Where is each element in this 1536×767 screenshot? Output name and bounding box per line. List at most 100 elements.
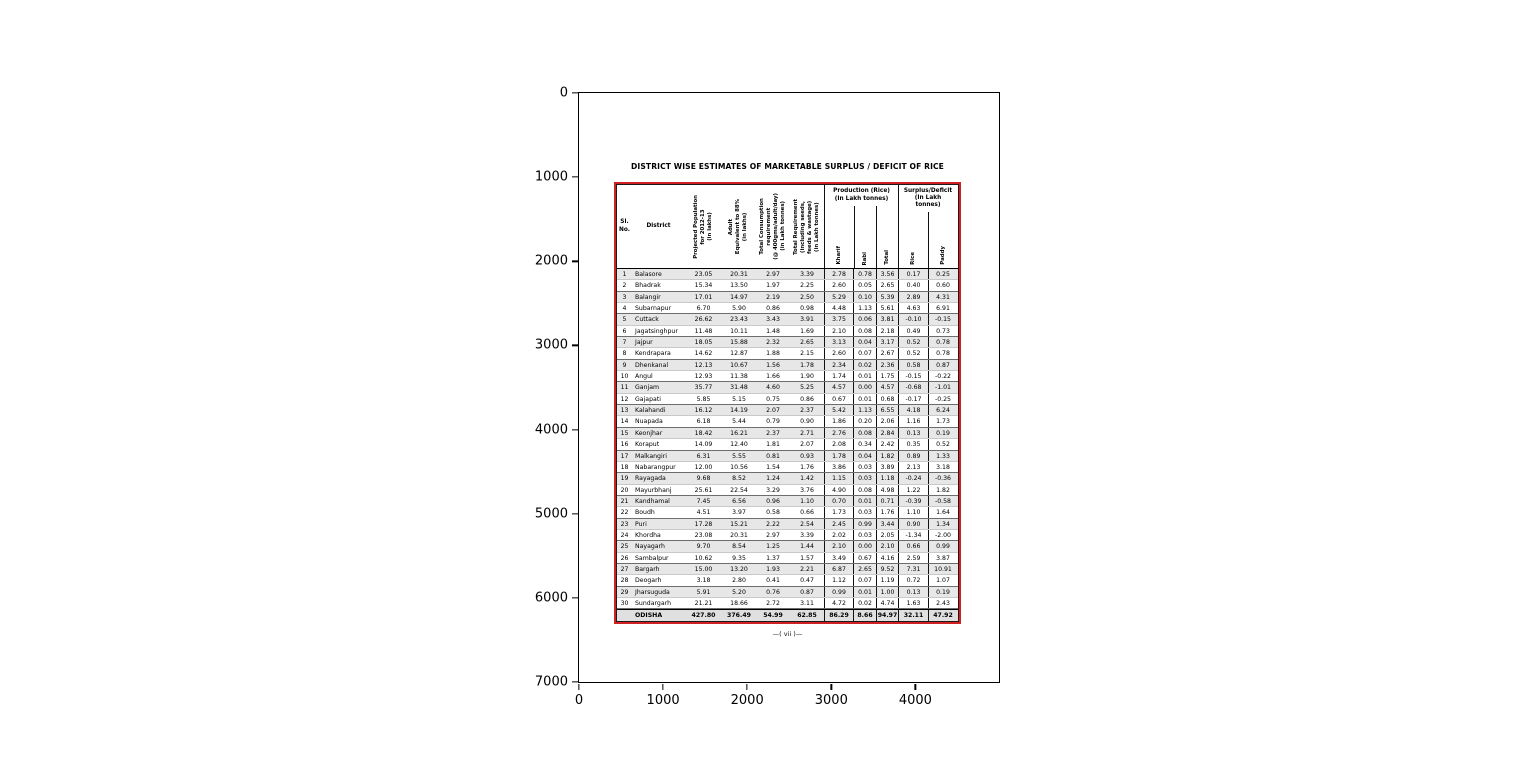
cell-total: 1.19	[876, 575, 898, 586]
cell-rabi: 0.99	[853, 518, 876, 529]
page-footer-mark: —( vii )—	[772, 630, 803, 638]
cell-requirement: 3.76	[800, 486, 814, 494]
cell-district: Angul	[635, 373, 653, 381]
table-row: 5 Cuttack 26.62 23.43 3.43 3.91 3.75 0.06 3.81 -0…	[617, 314, 958, 326]
table-row: 26 Sambalpur 10.62 9.35 1.37 1.57 3.49 0.67 4.16…	[617, 552, 958, 564]
cell-sl-no: 12	[620, 395, 629, 403]
cell-sl-no: 22	[620, 509, 629, 517]
cell-sl-no: 2	[622, 282, 627, 290]
cell-projected-population: 18.05	[694, 339, 713, 347]
document-title-line1: DISTRICT WISE ESTIMATES OF MARKETABLE SU…	[631, 162, 944, 171]
cell-rabi: 0.04	[853, 337, 876, 348]
cell-surplus-rice: 0.17	[898, 269, 928, 280]
cell-rabi: 0.03	[853, 507, 876, 518]
cell-adult-equivalent: 15.88	[730, 339, 748, 347]
cell-surplus-rice: 0.13	[898, 586, 928, 597]
cell-surplus-paddy: -0.22	[928, 371, 957, 382]
cell-sl-no: 7	[622, 339, 627, 347]
cell-surplus-rice: 0.52	[898, 337, 928, 348]
cell-sl-no: 19	[620, 475, 629, 483]
cell-kharif: 1.74	[824, 371, 853, 382]
cell-surplus-paddy: -2.00	[928, 529, 957, 541]
cell-district: Bargarh	[635, 565, 660, 573]
cell-projected-population: 17.01	[694, 293, 713, 301]
cell-projected-population: 4.51	[696, 509, 711, 517]
x-tick-label: 3000	[814, 693, 848, 708]
cell-projected-population: 25.61	[694, 486, 713, 494]
cell-consumption: 0.96	[766, 497, 780, 505]
cell-total: 2.42	[876, 439, 898, 450]
cell-consumption: 1.24	[766, 475, 780, 483]
cell-total: 1.18	[876, 473, 898, 484]
cell-surplus-rice: 32.11	[898, 610, 928, 621]
cell-kharif: 2.45	[824, 518, 853, 529]
cell-requirement: 1.78	[800, 361, 814, 369]
cell-sl-no: 9	[622, 361, 627, 369]
table-row: 12 Gajapati 5.85 5.15 0.75 0.86 0.67 0.01 0.68 -0…	[617, 393, 958, 406]
table-row: 30 Sundargarh 21.21 18.66 2.72 3.11 4.72 0.02 4.…	[617, 597, 958, 610]
cell-surplus-rice: 0.58	[898, 359, 928, 371]
cell-adult-equivalent: 22.54	[730, 486, 748, 494]
cell-adult-equivalent: 10.11	[730, 327, 748, 335]
cell-total: 4.16	[876, 552, 898, 563]
scanned-table-image: Sl. No. District Projected Population fo…	[614, 182, 961, 624]
cell-sl-no: 20	[620, 486, 629, 494]
cell-rabi: 2.65	[853, 563, 876, 575]
cell-rabi: 0.01	[853, 495, 876, 507]
cell-consumption: 1.93	[766, 565, 780, 573]
header-kharif: Kharif	[835, 246, 842, 265]
cell-surplus-paddy: 0.19	[928, 586, 957, 597]
cell-adult-equivalent: 2.80	[732, 577, 746, 585]
cell-adult-equivalent: 3.97	[732, 509, 746, 517]
cell-adult-equivalent: 12.87	[730, 350, 748, 358]
cell-surplus-paddy: 0.19	[928, 427, 957, 439]
cell-requirement: 3.39	[800, 531, 814, 539]
cell-projected-population: 12.00	[694, 463, 713, 471]
cell-kharif: 2.60	[824, 280, 853, 291]
cell-projected-population: 14.09	[694, 441, 713, 449]
y-tick-mark	[572, 513, 578, 515]
cell-surplus-paddy: 3.87	[928, 552, 957, 563]
cell-surplus-paddy: 0.73	[928, 325, 957, 337]
cell-projected-population: 427.80	[691, 612, 716, 620]
cell-rabi: 0.78	[853, 269, 876, 280]
cell-requirement: 0.93	[800, 452, 814, 460]
cell-adult-equivalent: 5.55	[732, 452, 746, 460]
cell-total: 0.68	[876, 393, 898, 405]
cell-adult-equivalent: 15.21	[730, 520, 748, 528]
cell-surplus-paddy: 1.34	[928, 518, 957, 529]
cell-kharif: 5.42	[824, 405, 853, 416]
table-row: 17 Malkangiri 6.31 5.55 0.81 0.93 1.78 0.04 1.82…	[617, 450, 958, 462]
cell-projected-population: 6.70	[696, 305, 711, 313]
cell-consumption: 3.29	[766, 486, 780, 494]
cell-sl-no: 3	[622, 293, 627, 301]
table-row: 4 Subarnapur 6.70 5.90 0.86 0.98 4.48 1.13 5.61 4…	[617, 303, 958, 315]
cell-consumption: 2.07	[766, 407, 780, 415]
cell-surplus-paddy: 1.73	[928, 416, 957, 427]
header-adult-equivalent: Adult Equivalent to 88% (in lakhs)	[728, 198, 749, 255]
cell-district: Gajapati	[635, 395, 661, 403]
cell-surplus-paddy: 1.82	[928, 484, 957, 495]
cell-rabi: 1.13	[853, 405, 876, 416]
cell-district: Khordha	[635, 531, 661, 539]
cell-projected-population: 23.05	[694, 271, 713, 278]
cell-district: Ganjam	[635, 384, 660, 392]
cell-total: 9.52	[876, 563, 898, 575]
cell-surplus-paddy: 0.52	[928, 439, 957, 450]
cell-district: Cuttack	[635, 316, 659, 324]
cell-rabi: 0.03	[853, 529, 876, 541]
header-surplus-group: Surplus/Deficit (In Lakh tonnes) Rice Pa…	[898, 185, 957, 268]
cell-kharif: 2.10	[824, 541, 853, 552]
table-row: 6 Jagatsinghpur 11.48 10.11 1.48 1.69 2.10 0.08…	[617, 325, 958, 338]
cell-kharif: 2.76	[824, 427, 853, 439]
cell-consumption: 1.97	[766, 282, 780, 290]
x-tick-mark	[578, 684, 580, 690]
cell-surplus-rice: 0.72	[898, 575, 928, 586]
y-tick-mark	[572, 92, 578, 94]
y-tick-label: 5000	[534, 506, 568, 522]
cell-adult-equivalent: 14.97	[730, 293, 748, 301]
table-header: Sl. No. District Projected Population fo…	[617, 185, 958, 269]
cell-consumption: 1.25	[766, 543, 780, 551]
cell-surplus-rice: 4.63	[898, 303, 928, 314]
header-total-requirement: Total Requirement (including seeds, feed…	[792, 198, 821, 255]
